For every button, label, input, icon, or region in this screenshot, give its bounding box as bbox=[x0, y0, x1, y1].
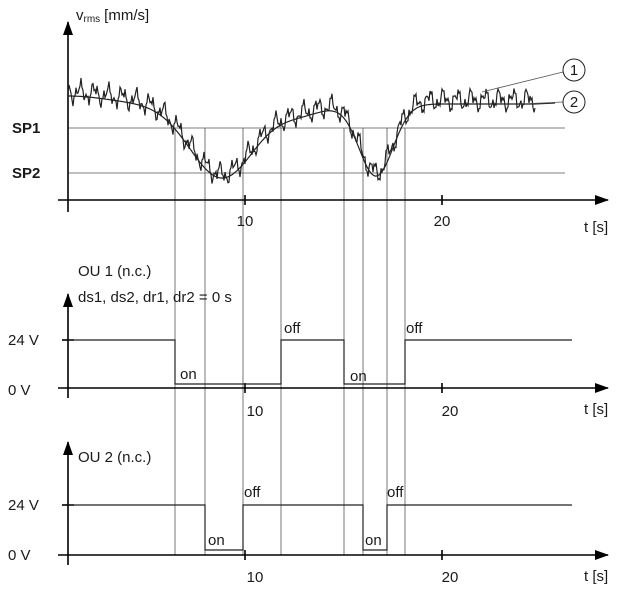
callout-number: 2 bbox=[570, 94, 578, 111]
x-axis-label: t [s] bbox=[584, 568, 608, 585]
output-signal bbox=[68, 504, 572, 551]
callout-number: 1 bbox=[570, 62, 578, 79]
setpoint-label: SP1 bbox=[12, 120, 40, 137]
raw-curve bbox=[67, 77, 536, 184]
panel-title: OU 1 (n.c.) bbox=[78, 263, 151, 280]
output-signal bbox=[68, 339, 572, 385]
x-tick-label: 10 bbox=[247, 403, 264, 420]
x-axis-label: t [s] bbox=[584, 401, 608, 418]
smoothed-curve bbox=[68, 95, 556, 179]
setpoint-label: SP2 bbox=[12, 165, 40, 182]
x-axis-label: t [s] bbox=[584, 219, 608, 236]
state-label: off bbox=[387, 484, 404, 501]
panel-title: OU 2 (n.c.) bbox=[78, 449, 151, 466]
state-label: on bbox=[208, 532, 225, 549]
callout-leader bbox=[519, 101, 564, 105]
x-tick-label: 10 bbox=[247, 569, 264, 586]
callout-leader bbox=[481, 71, 564, 93]
level-label: 24 V bbox=[8, 497, 39, 514]
level-label: 0 V bbox=[8, 547, 31, 564]
state-label: off bbox=[244, 484, 261, 501]
callout-circle bbox=[562, 58, 586, 82]
state-label: off bbox=[284, 320, 301, 337]
state-label: off bbox=[406, 320, 423, 337]
level-label: 24 V bbox=[8, 332, 39, 349]
switch-lines bbox=[174, 128, 406, 555]
x-tick-label: 10 bbox=[237, 213, 254, 230]
state-label: on bbox=[365, 532, 382, 549]
panel-note: ds1, ds2, dr1, dr2 = 0 s bbox=[78, 289, 232, 306]
state-label: on bbox=[180, 366, 197, 383]
y-axis-label: vrms [mm/s] bbox=[76, 7, 149, 25]
callout-circle bbox=[562, 90, 586, 114]
level-label: 0 V bbox=[8, 382, 31, 399]
state-label: on bbox=[350, 368, 367, 385]
x-tick-label: 20 bbox=[434, 213, 451, 230]
x-tick-label: 20 bbox=[442, 403, 459, 420]
x-tick-label: 20 bbox=[442, 569, 459, 586]
